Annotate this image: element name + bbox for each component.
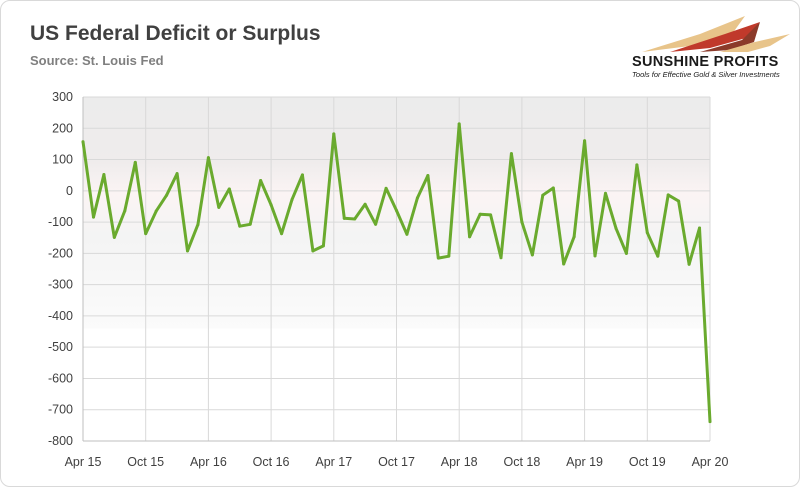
y-tick-label: -100 bbox=[48, 215, 73, 229]
data-point bbox=[384, 186, 388, 190]
brand-tagline: Tools for Effective Gold & Silver Invest… bbox=[632, 70, 780, 79]
y-tick-label: 0 bbox=[66, 184, 73, 198]
data-point bbox=[165, 193, 169, 197]
data-point bbox=[583, 139, 587, 143]
data-point bbox=[645, 231, 649, 235]
data-point bbox=[332, 132, 336, 136]
y-tick-label: 300 bbox=[52, 90, 73, 104]
data-point bbox=[269, 203, 273, 207]
data-point bbox=[363, 202, 367, 206]
data-point bbox=[520, 220, 524, 224]
data-point bbox=[112, 235, 116, 239]
data-point bbox=[499, 256, 503, 260]
data-point bbox=[426, 173, 430, 177]
data-point bbox=[133, 160, 137, 164]
sunshine-profits-logo-icon bbox=[642, 16, 790, 52]
data-point bbox=[551, 186, 555, 190]
data-point bbox=[708, 420, 712, 424]
data-point bbox=[353, 217, 357, 221]
data-point bbox=[259, 178, 263, 182]
data-point bbox=[415, 196, 419, 200]
x-tick-label: Oct 18 bbox=[503, 455, 540, 469]
y-tick-label: -300 bbox=[48, 278, 73, 292]
data-point bbox=[656, 254, 660, 258]
data-point bbox=[238, 224, 242, 228]
data-point bbox=[572, 235, 576, 239]
data-point bbox=[635, 163, 639, 167]
y-tick-label: -700 bbox=[48, 403, 73, 417]
data-point bbox=[593, 254, 597, 258]
x-tick-label: Oct 19 bbox=[629, 455, 666, 469]
data-point bbox=[677, 199, 681, 203]
data-point bbox=[489, 213, 493, 217]
data-point bbox=[478, 212, 482, 216]
data-point bbox=[530, 253, 534, 257]
y-tick-label: -400 bbox=[48, 309, 73, 323]
data-point bbox=[624, 251, 628, 255]
y-tick-label: -800 bbox=[48, 434, 73, 448]
y-tick-label: -500 bbox=[48, 340, 73, 354]
data-point bbox=[614, 226, 618, 230]
data-point bbox=[436, 256, 440, 260]
chart-source: Source: St. Louis Fed bbox=[30, 53, 164, 68]
x-tick-label: Apr 19 bbox=[566, 455, 603, 469]
chart-title: US Federal Deficit or Surplus bbox=[30, 22, 321, 45]
x-tick-label: Oct 16 bbox=[253, 455, 290, 469]
data-point bbox=[81, 140, 85, 144]
x-tick-label: Apr 17 bbox=[315, 455, 352, 469]
data-point bbox=[123, 209, 127, 213]
data-point bbox=[509, 152, 513, 156]
data-point bbox=[154, 209, 158, 213]
y-tick-label: 100 bbox=[52, 153, 73, 167]
data-point bbox=[290, 198, 294, 202]
x-tick-label: Apr 20 bbox=[692, 455, 729, 469]
y-tick-label: 200 bbox=[52, 121, 73, 135]
data-point bbox=[457, 122, 461, 126]
data-point bbox=[175, 172, 179, 176]
data-point bbox=[604, 191, 607, 195]
data-point bbox=[206, 156, 210, 160]
x-tick-label: Oct 15 bbox=[127, 455, 164, 469]
data-point bbox=[541, 193, 545, 197]
x-tick-label: Oct 17 bbox=[378, 455, 415, 469]
data-point bbox=[405, 232, 409, 236]
x-tick-label: Apr 16 bbox=[190, 455, 227, 469]
data-point bbox=[311, 249, 315, 253]
y-tick-label: -200 bbox=[48, 246, 73, 260]
data-point bbox=[447, 254, 451, 258]
data-point bbox=[342, 216, 346, 220]
data-point bbox=[300, 173, 304, 177]
x-tick-label: Apr 15 bbox=[65, 455, 102, 469]
data-point bbox=[217, 205, 221, 209]
data-point bbox=[227, 187, 231, 191]
y-tick-label: -600 bbox=[48, 371, 73, 385]
data-point bbox=[666, 193, 670, 197]
data-point bbox=[321, 244, 325, 248]
x-tick-label: Apr 18 bbox=[441, 455, 478, 469]
data-point bbox=[562, 262, 566, 266]
data-point bbox=[687, 262, 691, 266]
data-point bbox=[280, 232, 284, 236]
data-point bbox=[698, 226, 702, 230]
data-point bbox=[395, 209, 398, 213]
data-point bbox=[102, 173, 106, 177]
data-point bbox=[144, 232, 148, 236]
data-point bbox=[248, 222, 252, 226]
data-point bbox=[196, 223, 200, 227]
data-point bbox=[186, 249, 189, 253]
brand-name: SUNSHINE PROFITS bbox=[632, 54, 779, 70]
data-point bbox=[374, 222, 378, 226]
data-point bbox=[468, 235, 472, 239]
data-point bbox=[91, 215, 95, 219]
